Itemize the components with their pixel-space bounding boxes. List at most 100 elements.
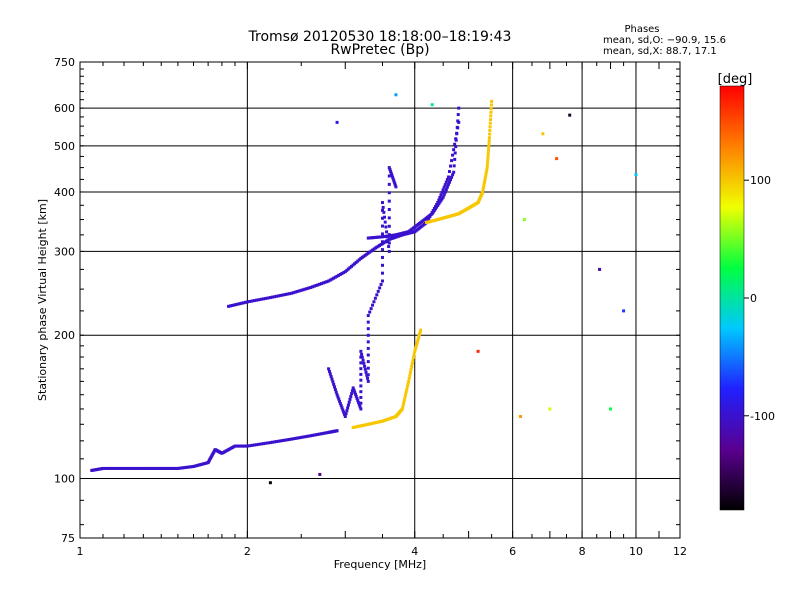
trace-marker	[488, 121, 492, 125]
trace-marker	[449, 178, 453, 182]
trace-marker	[442, 193, 446, 197]
trace-marker	[354, 425, 358, 429]
trace-marker	[455, 132, 459, 136]
trace-marker	[433, 207, 437, 211]
trace-marker	[391, 177, 395, 181]
trace-marker	[411, 358, 415, 362]
trace-marker	[297, 436, 301, 440]
trace-marker	[149, 466, 153, 470]
trace-marker	[188, 465, 192, 469]
trace-marker	[242, 301, 246, 305]
trace-marker	[361, 358, 365, 362]
trace-marker	[350, 264, 354, 268]
trace-marker	[264, 296, 268, 300]
data-point	[309, 434, 313, 438]
trace-marker	[387, 199, 391, 203]
trace-marker	[348, 397, 352, 401]
trace-marker	[437, 198, 441, 202]
data-point	[555, 157, 559, 161]
data-point	[380, 201, 384, 205]
trace-marker	[357, 258, 361, 262]
data-point	[309, 285, 313, 289]
colorbar-tick-label: -100	[750, 410, 775, 423]
trace-marker	[109, 466, 113, 470]
y-axis-label: Stationary phase Virtual Height [km]	[36, 199, 49, 401]
trace-marker	[318, 432, 322, 436]
trace-marker	[439, 193, 443, 197]
data-point	[159, 466, 163, 470]
trace-marker	[453, 142, 457, 146]
x-tick-labels: 1 2 4 6 8 10 12	[77, 545, 688, 558]
trace-marker	[443, 190, 447, 194]
trace-marker	[372, 300, 376, 304]
plot-frame	[79, 61, 681, 539]
y-tick-label: 750	[54, 56, 75, 69]
data-point	[380, 279, 384, 283]
data-point	[366, 314, 370, 318]
trace-marker	[482, 180, 486, 184]
data-point	[485, 166, 489, 170]
trace-marker	[414, 345, 418, 349]
trace-marker	[442, 185, 446, 189]
data-point	[366, 379, 370, 383]
trace-marker	[487, 142, 491, 146]
trace-marker	[347, 400, 351, 404]
trace-marker	[380, 208, 384, 212]
data-point	[609, 407, 613, 411]
trace-marker	[126, 466, 130, 470]
data-point	[400, 407, 404, 411]
trace-marker	[319, 282, 323, 286]
trace-marker	[128, 466, 132, 470]
trace-marker	[145, 466, 149, 470]
trace-marker	[353, 392, 357, 396]
trace-marker	[489, 107, 493, 111]
trace-marker	[378, 286, 382, 290]
trace-marker	[444, 180, 448, 184]
trace-marker	[295, 436, 299, 440]
trace-marker	[299, 288, 303, 292]
data-point	[407, 379, 411, 383]
data-point	[481, 190, 485, 194]
trace-marker	[441, 188, 445, 192]
trace-marker	[328, 278, 332, 282]
trace-marker	[330, 277, 334, 281]
trace-marker	[359, 384, 363, 388]
data-points	[90, 93, 638, 485]
trace-marker	[352, 388, 356, 392]
trace-marker	[404, 390, 408, 394]
trace-marker	[405, 388, 409, 392]
trace-marker	[332, 382, 336, 386]
trace-marker	[295, 290, 299, 294]
trace-marker	[409, 367, 413, 371]
trace-marker	[255, 298, 259, 302]
trace-marker	[354, 260, 358, 264]
trace-marker	[243, 300, 247, 304]
x-tick-label: 4	[411, 545, 418, 558]
data-point	[430, 212, 434, 216]
trace-marker	[230, 303, 234, 307]
data-point	[245, 444, 249, 448]
trace-marker	[489, 114, 493, 118]
trace-marker	[103, 466, 107, 470]
trace-marker	[261, 442, 265, 446]
data-point	[289, 437, 293, 441]
trace-marker	[114, 466, 118, 470]
trace-marker	[387, 233, 391, 237]
trace-marker	[452, 164, 456, 168]
gridlines	[80, 62, 680, 538]
trace-marker	[354, 394, 358, 398]
trace-marker	[299, 435, 303, 439]
trace-marker	[124, 466, 128, 470]
data-point	[487, 136, 491, 140]
trace-marker	[187, 465, 191, 469]
trace-marker	[257, 442, 261, 446]
trace-marker	[273, 440, 277, 444]
trace-marker	[273, 295, 277, 299]
trace-marker	[366, 376, 370, 380]
trace-marker	[259, 297, 263, 301]
trace-marker	[325, 431, 329, 435]
trace-marker	[366, 366, 370, 370]
trace-marker	[376, 289, 380, 293]
data-point	[227, 304, 231, 308]
